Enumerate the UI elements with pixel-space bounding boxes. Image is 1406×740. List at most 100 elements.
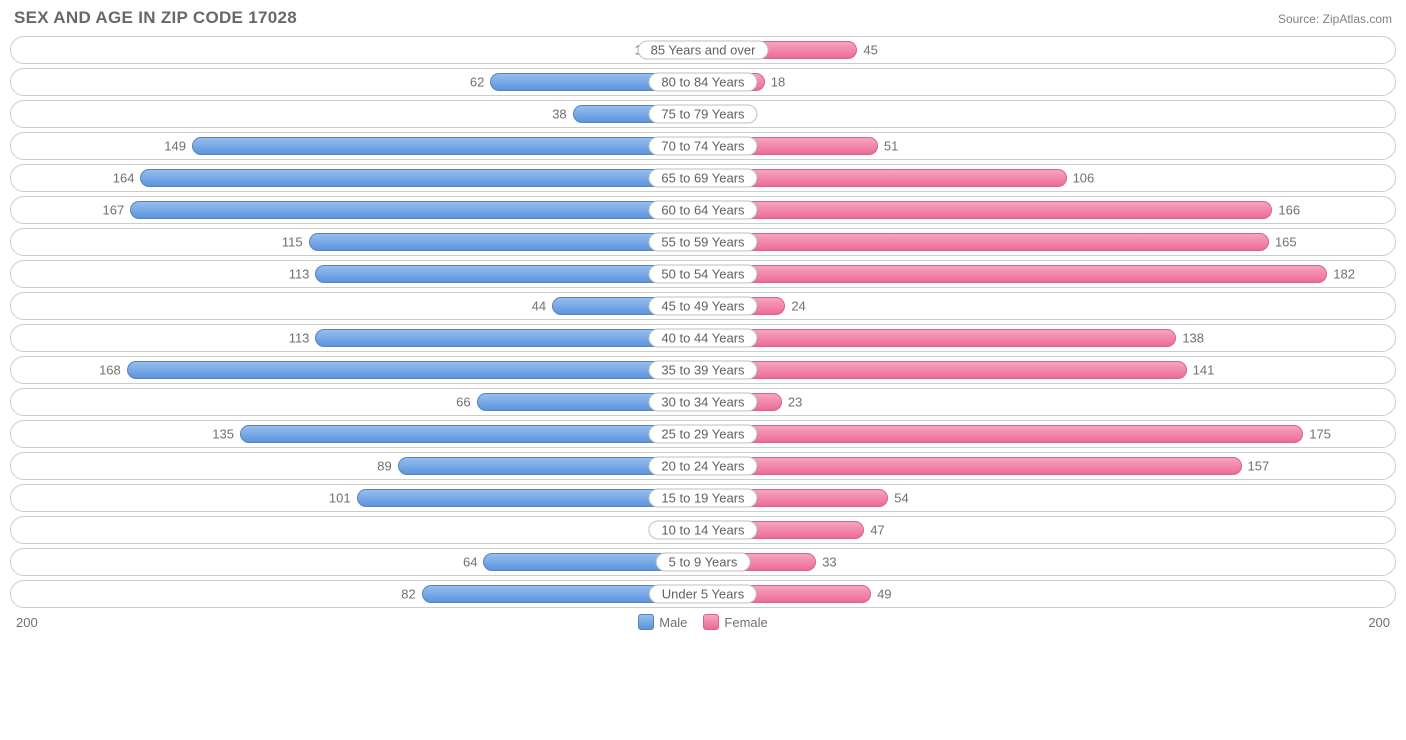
category-pill: 15 to 19 Years [648,489,757,508]
chart-row: 113 138 40 to 44 Years [10,324,1396,352]
axis-legend-row: 200 Male Female 200 [10,612,1396,630]
legend-female: Female [703,614,767,630]
population-pyramid-chart: 144585 Years and over621880 to 84 Years3… [10,36,1396,608]
chart-row-inner: 16410665 to 69 Years [17,169,1389,187]
chart-row-inner: 101 54 15 to 19 Years [17,489,1389,507]
chart-row-inner: 13517525 to 29 Years [17,425,1389,443]
chart-row-inner: 144585 Years and over [17,41,1389,59]
category-pill: 40 to 44 Years [648,329,757,348]
male-half: 44 [17,297,703,315]
female-half: 106 [703,169,1389,187]
chart-row-inner: 64335 to 9 Years [17,553,1389,571]
female-bar [703,425,1303,443]
legend-male: Male [638,614,687,630]
male-half: 167 [17,201,703,219]
male-value-label: 149 [164,139,186,154]
chart-source: Source: ZipAtlas.com [1278,12,1392,26]
chart-row: 1495170 to 74 Years [10,132,1396,160]
female-value-label: 54 [894,491,908,506]
chart-row: 621880 to 84 Years [10,68,1396,96]
male-value-label: 168 [99,363,121,378]
chart-row-inner: 8249Under 5 Years [17,585,1389,603]
male-half: 135 [17,425,703,443]
female-value-label: 138 [1182,331,1204,346]
chart-row-inner: 621880 to 84 Years [17,73,1389,91]
male-half: 66 [17,393,703,411]
category-pill: 35 to 39 Years [648,361,757,380]
chart-row-inner: 1495170 to 74 Years [17,137,1389,155]
chart-row-inner: 115 165 55 to 59 Years [17,233,1389,251]
male-half: 9 [17,521,703,539]
male-half: 38 [17,105,703,123]
chart-row-inner: 16716660 to 64 Years [17,201,1389,219]
category-pill: 50 to 54 Years [648,265,757,284]
chart-row: 115 165 55 to 59 Years [10,228,1396,256]
chart-row-inner: 66 23 30 to 34 Years [17,393,1389,411]
chart-row-inner: 442445 to 49 Years [17,297,1389,315]
female-half: 23 [703,393,1389,411]
category-pill: 75 to 79 Years [648,105,757,124]
male-value-label: 82 [401,587,415,602]
female-value-label: 49 [877,587,891,602]
male-value-label: 89 [377,459,391,474]
male-bar [315,329,703,347]
female-bar [703,233,1269,251]
chart-row: 144585 Years and over [10,36,1396,64]
female-half: 141 [703,361,1389,379]
category-pill: 65 to 69 Years [648,169,757,188]
female-value-label: 106 [1073,171,1095,186]
male-value-label: 113 [289,331,310,346]
chart-row: 38875 to 79 Years [10,100,1396,128]
chart-row: 442445 to 49 Years [10,292,1396,320]
female-half: 8 [703,105,1389,123]
female-half: 166 [703,201,1389,219]
chart-header: SEX AND AGE IN ZIP CODE 17028 Source: Zi… [10,8,1396,36]
female-value-label: 23 [788,395,802,410]
category-pill: 55 to 59 Years [648,233,757,252]
male-half: 115 [17,233,703,251]
female-half: 165 [703,233,1389,251]
chart-row-inner: 89 15720 to 24 Years [17,457,1389,475]
male-value-label: 115 [282,235,303,250]
legend-swatch-female [703,614,719,630]
female-value-label: 51 [884,139,898,154]
chart-row-inner: 94710 to 14 Years [17,521,1389,539]
female-bar [703,361,1187,379]
female-value-label: 175 [1309,427,1331,442]
male-bar [309,233,703,251]
legend-swatch-male [638,614,654,630]
male-half: 113 [17,329,703,347]
male-half: 62 [17,73,703,91]
chart-row: 101 54 15 to 19 Years [10,484,1396,512]
female-value-label: 165 [1275,235,1297,250]
male-value-label: 101 [329,491,351,506]
female-value-label: 141 [1193,363,1215,378]
female-value-label: 45 [863,43,877,58]
chart-title: SEX AND AGE IN ZIP CODE 17028 [14,8,297,28]
female-half: 51 [703,137,1389,155]
axis-max-right: 200 [768,615,1390,630]
male-half: 101 [17,489,703,507]
male-bar [192,137,703,155]
male-value-label: 167 [103,203,125,218]
male-half: 89 [17,457,703,475]
chart-row: 8249Under 5 Years [10,580,1396,608]
male-half: 64 [17,553,703,571]
category-pill: 30 to 34 Years [648,393,757,412]
chart-row: 16410665 to 69 Years [10,164,1396,192]
female-bar [703,329,1176,347]
category-pill: 45 to 49 Years [648,297,757,316]
chart-row-inner: 168 141 35 to 39 Years [17,361,1389,379]
category-pill: 20 to 24 Years [648,457,757,476]
legend-label-female: Female [724,615,767,630]
female-half: 138 [703,329,1389,347]
male-value-label: 62 [470,75,484,90]
male-bar [315,265,703,283]
male-value-label: 135 [212,427,234,442]
male-value-label: 113 [289,267,310,282]
male-bar [130,201,703,219]
female-bar [703,265,1327,283]
female-half: 157 [703,457,1389,475]
male-half: 14 [17,41,703,59]
female-half: 24 [703,297,1389,315]
